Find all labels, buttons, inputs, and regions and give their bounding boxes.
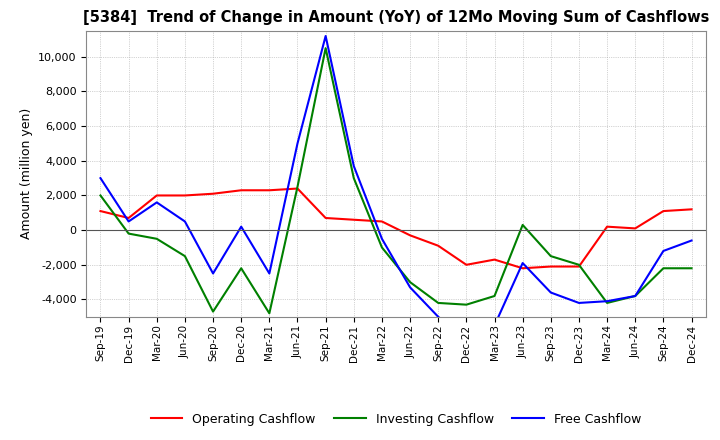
Investing Cashflow bbox=[209, 309, 217, 314]
Investing Cashflow bbox=[349, 176, 358, 181]
Legend: Operating Cashflow, Investing Cashflow, Free Cashflow: Operating Cashflow, Investing Cashflow, … bbox=[146, 408, 646, 431]
Investing Cashflow bbox=[96, 193, 105, 198]
Free Cashflow bbox=[434, 314, 443, 319]
Operating Cashflow bbox=[377, 219, 386, 224]
Operating Cashflow bbox=[321, 215, 330, 220]
Investing Cashflow bbox=[377, 245, 386, 250]
Investing Cashflow bbox=[265, 311, 274, 316]
Free Cashflow bbox=[265, 271, 274, 276]
Investing Cashflow bbox=[153, 236, 161, 242]
Operating Cashflow bbox=[349, 217, 358, 222]
Free Cashflow bbox=[659, 248, 667, 253]
Free Cashflow bbox=[575, 300, 583, 305]
Investing Cashflow bbox=[237, 266, 246, 271]
Investing Cashflow bbox=[321, 45, 330, 51]
Free Cashflow bbox=[546, 290, 555, 295]
Investing Cashflow bbox=[687, 266, 696, 271]
Operating Cashflow bbox=[687, 207, 696, 212]
Line: Investing Cashflow: Investing Cashflow bbox=[101, 48, 691, 313]
Operating Cashflow bbox=[546, 264, 555, 269]
Free Cashflow bbox=[687, 238, 696, 243]
Free Cashflow bbox=[153, 200, 161, 205]
Operating Cashflow bbox=[462, 262, 471, 268]
Free Cashflow bbox=[237, 224, 246, 229]
Operating Cashflow bbox=[96, 209, 105, 214]
Free Cashflow bbox=[631, 293, 639, 299]
Y-axis label: Amount (million yen): Amount (million yen) bbox=[19, 108, 32, 239]
Line: Free Cashflow: Free Cashflow bbox=[101, 36, 691, 339]
Investing Cashflow bbox=[490, 293, 499, 299]
Operating Cashflow bbox=[575, 264, 583, 269]
Operating Cashflow bbox=[631, 226, 639, 231]
Title: [5384]  Trend of Change in Amount (YoY) of 12Mo Moving Sum of Cashflows: [5384] Trend of Change in Amount (YoY) o… bbox=[83, 11, 709, 26]
Operating Cashflow bbox=[209, 191, 217, 196]
Operating Cashflow bbox=[434, 243, 443, 248]
Free Cashflow bbox=[406, 285, 415, 290]
Free Cashflow bbox=[321, 33, 330, 39]
Free Cashflow bbox=[349, 163, 358, 169]
Operating Cashflow bbox=[153, 193, 161, 198]
Free Cashflow bbox=[293, 141, 302, 146]
Operating Cashflow bbox=[181, 193, 189, 198]
Free Cashflow bbox=[209, 271, 217, 276]
Free Cashflow bbox=[490, 323, 499, 328]
Free Cashflow bbox=[96, 176, 105, 181]
Investing Cashflow bbox=[462, 302, 471, 307]
Investing Cashflow bbox=[125, 231, 133, 236]
Operating Cashflow bbox=[125, 215, 133, 220]
Free Cashflow bbox=[181, 219, 189, 224]
Investing Cashflow bbox=[293, 184, 302, 190]
Operating Cashflow bbox=[518, 266, 527, 271]
Investing Cashflow bbox=[546, 253, 555, 259]
Investing Cashflow bbox=[659, 266, 667, 271]
Investing Cashflow bbox=[434, 300, 443, 305]
Operating Cashflow bbox=[265, 187, 274, 193]
Free Cashflow bbox=[462, 337, 471, 342]
Free Cashflow bbox=[377, 236, 386, 242]
Operating Cashflow bbox=[406, 233, 415, 238]
Line: Operating Cashflow: Operating Cashflow bbox=[101, 188, 691, 268]
Operating Cashflow bbox=[659, 209, 667, 214]
Free Cashflow bbox=[603, 299, 611, 304]
Investing Cashflow bbox=[631, 293, 639, 299]
Operating Cashflow bbox=[293, 186, 302, 191]
Operating Cashflow bbox=[490, 257, 499, 262]
Investing Cashflow bbox=[406, 279, 415, 285]
Operating Cashflow bbox=[237, 187, 246, 193]
Investing Cashflow bbox=[518, 222, 527, 227]
Investing Cashflow bbox=[603, 300, 611, 305]
Investing Cashflow bbox=[181, 253, 189, 259]
Investing Cashflow bbox=[575, 262, 583, 268]
Free Cashflow bbox=[518, 260, 527, 266]
Free Cashflow bbox=[125, 219, 133, 224]
Operating Cashflow bbox=[603, 224, 611, 229]
